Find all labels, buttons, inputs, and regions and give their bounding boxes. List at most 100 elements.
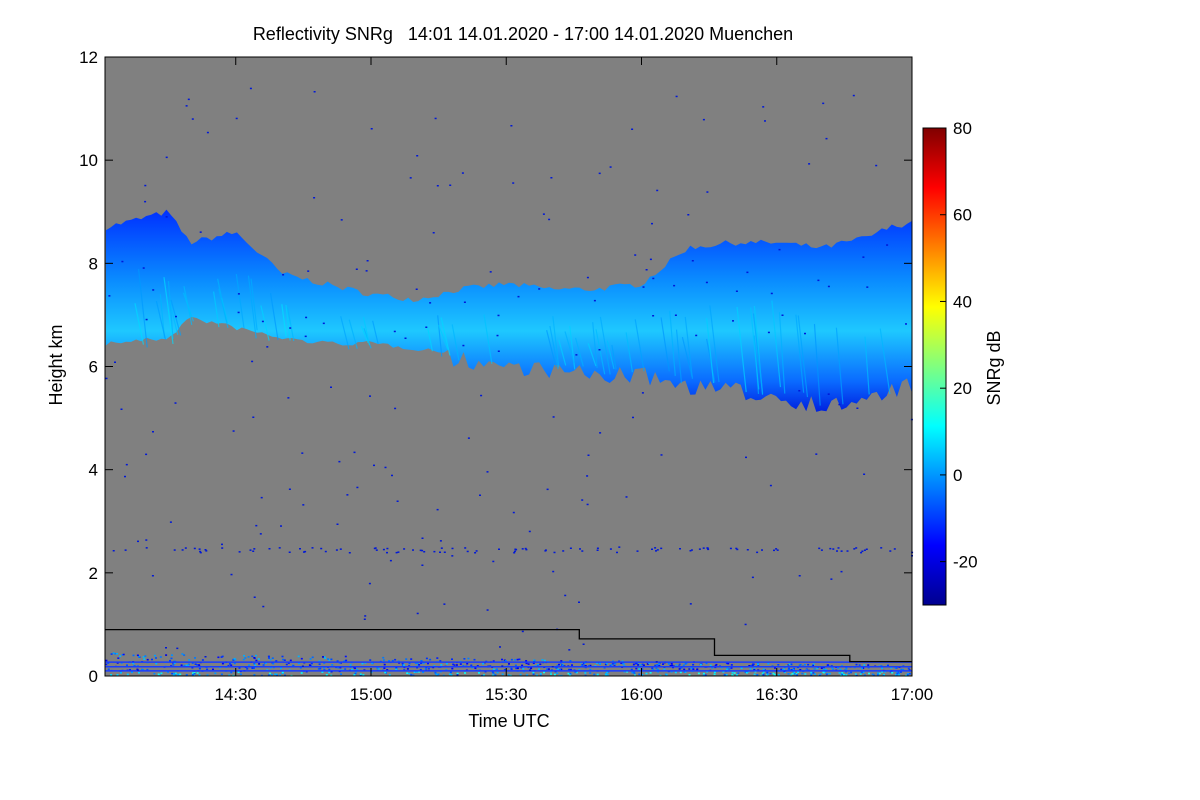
clutter-pixel [589,664,592,667]
speckle-pixel [396,500,399,502]
clutter-pixel [862,671,865,674]
clutter-pixel [731,671,734,674]
clutter-pixel [702,672,705,675]
clutter-pixel [257,658,260,660]
clutter-pixel [272,662,275,665]
speckle-pixel [762,106,765,108]
clutter-pixel [630,668,633,671]
colorbar-label: SNRg dB [984,330,1004,405]
clutter-pixel [781,669,784,671]
clutter-pixel [541,659,544,661]
clutter-pixel [237,671,240,673]
clutter-pixel [434,671,437,674]
clutter-pixel [122,653,125,656]
clutter-pixel [180,664,183,666]
clutter-pixel [353,666,356,669]
clutter-pixel [330,658,333,661]
speckle-pixel [746,549,749,551]
clutter-pixel [605,662,608,665]
speckle-pixel [112,550,115,552]
clutter-pixel [909,672,911,675]
clutter-pixel [757,663,759,665]
clutter-pixel [599,663,601,665]
speckle-pixel [706,191,709,193]
clutter-pixel [501,673,504,676]
clutter-pixel [656,664,659,666]
speckle-pixel [475,550,478,552]
clutter-pixel [410,673,413,676]
speckle-pixel [373,547,376,550]
clutter-pixel [526,674,529,676]
clutter-pixel [496,671,499,674]
speckle-pixel [582,643,585,645]
speckle-pixel [304,335,307,338]
speckle-pixel [761,549,763,551]
clutter-pixel [816,667,819,670]
clutter-pixel [822,671,825,674]
clutter-pixel [848,672,851,675]
clutter-pixel [142,656,145,658]
speckle-pixel [609,166,612,168]
speckle-pixel [307,270,310,272]
fall-streak [163,277,174,345]
fall-streak [778,312,786,394]
clutter-pixel [319,667,322,670]
speckle-pixel [125,463,128,466]
speckle-pixel [232,430,235,432]
clutter-pixel [191,674,194,676]
clutter-pixel [300,672,303,674]
clutter-pixel [449,671,452,674]
clutter-pixel [568,668,571,671]
clutter-pixel [567,672,570,675]
clutter-pixel [229,663,231,665]
speckle-pixel [548,218,551,221]
clutter-pixel [907,667,910,670]
clutter-pixel [553,673,556,676]
speckle-pixel [339,548,342,550]
clutter-pixel [534,665,537,667]
speckle-pixel [852,94,855,97]
speckle-pixel [837,547,840,549]
speckle-pixel [364,615,367,617]
clutter-pixel [726,667,729,670]
clutter-pixel [639,664,642,666]
clutter-pixel [299,667,302,669]
fall-streak [260,305,270,341]
clutter-pixel [119,655,122,657]
speckle-pixel [815,453,818,455]
clutter-pixel [325,674,328,676]
fall-streak [134,303,145,345]
clutter-pixel [749,668,752,670]
clutter-pixel [589,672,592,674]
speckle-pixel [151,575,154,577]
clutter-pixel [196,672,199,674]
clutter-pixel [233,657,236,660]
speckle-pixel [301,665,304,667]
fall-streak [675,329,683,384]
clutter-pixel [792,671,795,673]
clutter-pixel [413,671,416,673]
speckle-pixel [862,256,865,258]
speckle-pixel [521,548,524,550]
clutter-pixel [194,657,196,659]
clutter-pixel [900,668,903,671]
fall-streak [348,319,358,349]
clutter-pixel [285,663,288,666]
speckle-pixel [829,547,832,550]
clutter-pixel [895,674,898,676]
clutter-pixel [356,668,359,671]
clutter-pixel [448,673,451,676]
fall-streak [564,331,575,364]
clutter-pixel [754,670,757,673]
clutter-pixel [556,664,559,667]
speckle-pixel [886,244,889,246]
clutter-pixel [838,672,841,674]
speckle-pixel [775,548,778,550]
speckle-pixel [905,323,907,325]
clutter-pixel [282,658,284,661]
y-axis: 0 2 4 6 8 10 12 [79,48,912,686]
clutter-pixel [761,672,764,675]
clutter-pixel [662,663,664,665]
clutter-pixel [120,672,122,674]
clutter-pixel [516,667,519,670]
